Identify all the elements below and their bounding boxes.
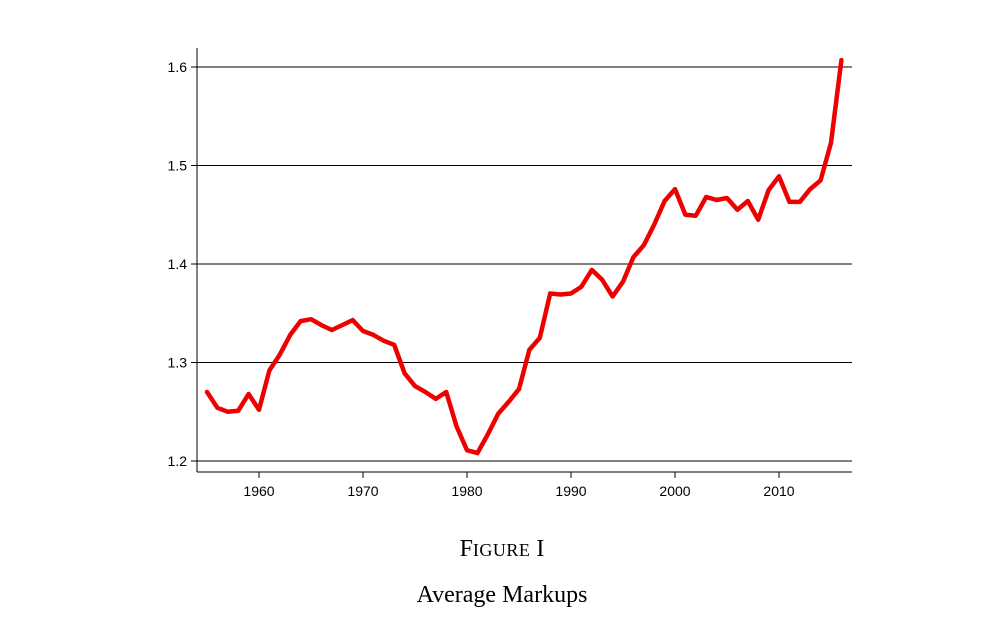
- grid-lines: [197, 66, 852, 462]
- y-tick-label: 1.4: [168, 256, 188, 272]
- markups-line-chart: 1.2 1.3 1.4 1.5 1.6 1960 1970 1980 1990 2000 2010: [168, 48, 852, 499]
- series: [204, 57, 844, 456]
- axes: [196, 48, 852, 473]
- x-tick-label: 2010: [763, 483, 794, 499]
- x-tick-label: 1990: [555, 483, 586, 499]
- figure-label-rest: IGURE: [472, 540, 531, 560]
- y-tick-label: 1.5: [168, 158, 188, 174]
- x-tick-label: 1980: [451, 483, 482, 499]
- figure-label: FIGURE I: [0, 536, 1004, 563]
- figure-label-first: F: [459, 536, 473, 562]
- x-ticks: 1960 1970 1980 1990 2000 2010: [243, 472, 795, 499]
- y-tick-label: 1.3: [168, 355, 188, 371]
- series-line-average-markup: [204, 57, 844, 456]
- figure-number: I: [536, 536, 545, 562]
- x-tick-label: 1970: [347, 483, 378, 499]
- figure-title: Average Markups: [416, 582, 588, 608]
- x-tick-label: 1960: [243, 483, 274, 499]
- x-tick-label: 2000: [659, 483, 690, 499]
- y-ticks: 1.2 1.3 1.4 1.5 1.6: [168, 59, 197, 469]
- y-tick-label: 1.6: [168, 59, 188, 75]
- y-tick-label: 1.2: [168, 453, 188, 469]
